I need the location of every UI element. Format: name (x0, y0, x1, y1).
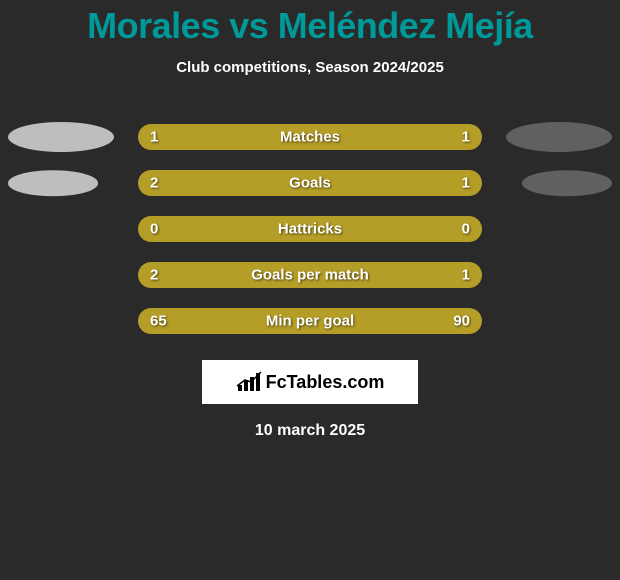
stat-value-left: 1 (150, 129, 158, 146)
stats-list: 1 1 Matches 2 1 Goals 0 0 Hattricks 2 1 Goals per m… (0, 114, 620, 344)
stat-row: 1 1 Matches (0, 114, 620, 160)
logo-text: FcTables.com (266, 372, 385, 393)
stat-value-right: 1 (462, 267, 470, 284)
ellipse-left (8, 122, 114, 152)
stat-value-left: 0 (150, 221, 158, 238)
stat-value-right: 0 (462, 221, 470, 238)
page-title: Morales vs Meléndez Mejía (0, 5, 620, 47)
stat-label: Hattricks (278, 221, 342, 238)
subtitle: Club competitions, Season 2024/2025 (0, 59, 620, 76)
stat-value-right: 90 (453, 313, 470, 330)
stat-row: 2 1 Goals (0, 160, 620, 206)
stat-label: Goals per match (251, 267, 369, 284)
stat-value-right: 1 (462, 175, 470, 192)
bar-chart-icon (236, 371, 262, 393)
stat-label: Goals (289, 175, 331, 192)
stat-value-left: 65 (150, 313, 167, 330)
logo-box: FcTables.com (202, 360, 418, 404)
stat-value-right: 1 (462, 129, 470, 146)
stat-label: Min per goal (266, 313, 354, 330)
stat-row: 0 0 Hattricks (0, 206, 620, 252)
stat-value-left: 2 (150, 267, 158, 284)
ellipse-right (522, 170, 612, 196)
logo[interactable]: FcTables.com (236, 371, 385, 393)
footer-date: 10 march 2025 (0, 422, 620, 440)
stat-value-left: 2 (150, 175, 158, 192)
stat-bar-left (138, 170, 367, 196)
stat-row: 2 1 Goals per match (0, 252, 620, 298)
ellipse-right (506, 122, 612, 152)
comparison-widget: Morales vs Meléndez Mejía Club competiti… (0, 0, 620, 440)
stat-label: Matches (280, 129, 340, 146)
stat-row: 65 90 Min per goal (0, 298, 620, 344)
ellipse-left (8, 170, 98, 196)
